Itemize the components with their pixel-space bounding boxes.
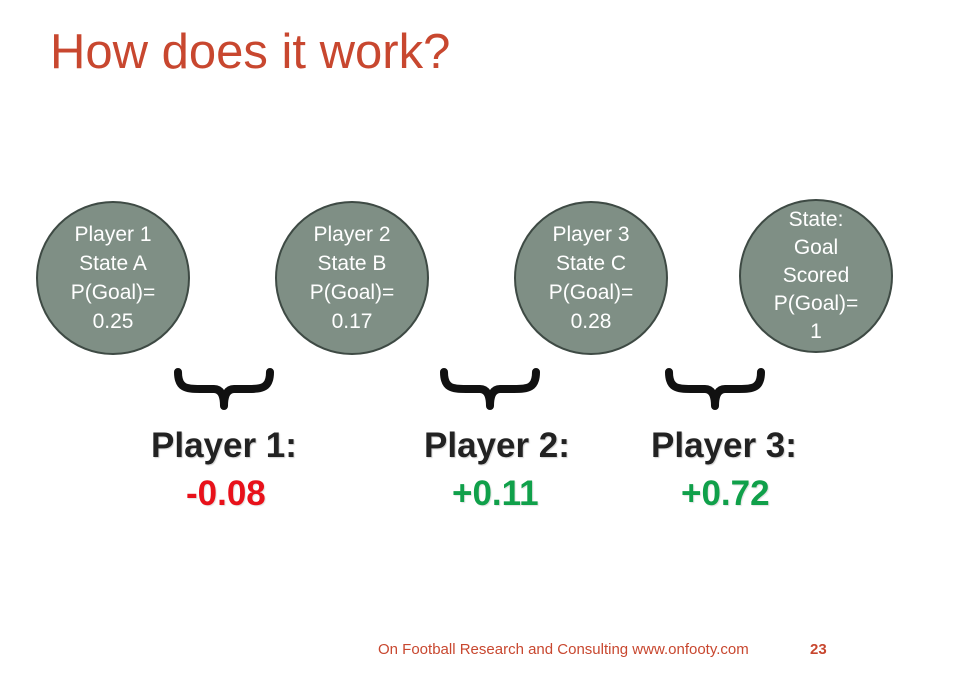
state-circle-player-1: Player 1 State A P(Goal)= 0.25 [36,201,190,355]
state-circle-player-2: Player 2 State B P(Goal)= 0.17 [275,201,429,355]
state-line: P(Goal)= [548,281,634,304]
player-3-value: +0.72 [681,474,770,513]
state-line: Goal [793,236,839,259]
curly-brace-icon [665,368,765,410]
state-line: P(Goal)= [773,292,859,315]
state-line: 0.25 [92,310,134,333]
state-line: Player 3 [552,223,630,246]
state-line: State C [555,252,627,275]
state-line: 0.17 [331,310,373,333]
state-line: State A [79,252,147,275]
player-3-label: Player 3: [651,426,797,465]
state-line: 0.28 [570,310,612,333]
state-line: 1 [810,320,822,343]
curly-brace-icon [440,368,540,410]
state-circle-goal-scored: State: Goal Scored P(Goal)= 1 [739,199,893,353]
curly-brace-icon [174,368,274,410]
state-line: State: [788,208,844,231]
state-circle-player-3: Player 3 State C P(Goal)= 0.28 [514,201,668,355]
player-2-value: +0.11 [452,474,539,513]
state-line: P(Goal)= [309,281,395,304]
state-line: Scored [782,264,850,287]
state-line: Player 1 [74,223,152,246]
state-line: State B [317,252,387,275]
state-line: P(Goal)= [70,281,156,304]
state-line: Player 2 [313,223,391,246]
player-2-label: Player 2: [424,426,570,465]
slide-title: How does it work? [50,25,451,79]
player-1-value: -0.08 [186,474,266,513]
player-1-label: Player 1: [151,426,297,465]
footer-text: On Football Research and Consulting www.… [378,641,749,658]
page-number: 23 [810,641,827,658]
